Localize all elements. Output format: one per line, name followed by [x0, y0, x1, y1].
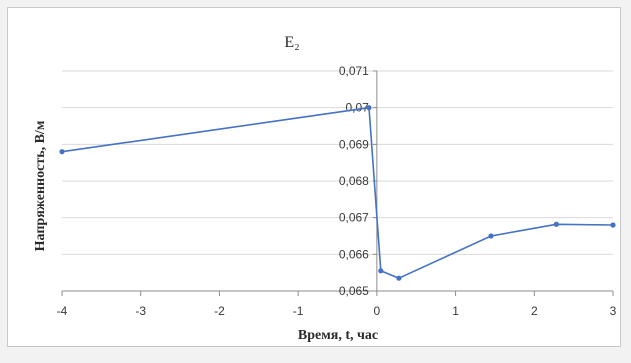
y-tick-label: 0,07 [345, 101, 369, 115]
data-point [378, 268, 384, 274]
x-tick-labels: -4 -3 -2 -1 0 1 2 3 [57, 304, 617, 318]
y-tick-label: 0,065 [339, 284, 369, 298]
y-tick-label: 0,071 [339, 64, 369, 78]
axis-layer [61, 70, 614, 296]
y-tick-labels: 0,065 0,066 0,067 0,068 0,069 0,07 0,071 [339, 64, 369, 298]
y-tick-label: 0,066 [339, 247, 369, 261]
data-point [59, 149, 65, 155]
series-layer [59, 105, 616, 281]
x-tick-label: 1 [452, 304, 459, 318]
x-tick-label: 3 [610, 304, 617, 318]
x-tick-label: -2 [214, 304, 225, 318]
x-tick-label: -1 [293, 304, 304, 318]
data-point [396, 275, 402, 281]
data-point [488, 233, 494, 239]
y-axis-title: Напряженность, В/м [33, 120, 48, 251]
y-tick-label: 0,069 [339, 137, 369, 151]
series-line [61, 106, 614, 280]
data-point [553, 221, 559, 227]
y-tick-label: 0,067 [339, 211, 369, 225]
data-point [366, 105, 372, 111]
x-axis-title: Время, t, час [298, 328, 378, 343]
grid-layer [62, 70, 613, 255]
x-tick-label: 2 [531, 304, 538, 318]
y-tick-label: 0,068 [339, 174, 369, 188]
chart-frame: 0,065 0,066 0,067 0,068 0,069 0,07 0,071 -4 -3-… [7, 7, 621, 347]
x-tick-label: -4 [57, 304, 68, 318]
data-point [610, 222, 616, 228]
x-tick-label: -3 [135, 304, 146, 318]
x-tick-label: 0 [374, 304, 381, 318]
chart-title: E₂ [284, 34, 299, 51]
